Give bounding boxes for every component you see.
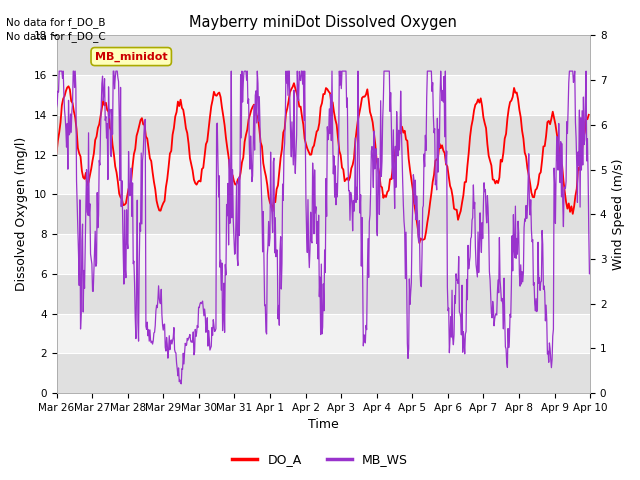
- Y-axis label: Dissolved Oxygen (mg/l): Dissolved Oxygen (mg/l): [15, 137, 28, 291]
- Bar: [56, 36, 590, 75]
- Bar: [56, 313, 590, 353]
- Bar: [56, 194, 590, 234]
- Bar: [56, 155, 590, 194]
- Y-axis label: Wind Speed (m/s): Wind Speed (m/s): [612, 158, 625, 270]
- Text: No data for f_DO_B: No data for f_DO_B: [6, 17, 106, 28]
- Bar: [56, 274, 590, 313]
- Legend: DO_A, MB_WS: DO_A, MB_WS: [227, 448, 413, 471]
- X-axis label: Time: Time: [308, 419, 339, 432]
- Title: Mayberry miniDot Dissolved Oxygen: Mayberry miniDot Dissolved Oxygen: [189, 15, 457, 30]
- Text: No data for f_DO_C: No data for f_DO_C: [6, 31, 106, 42]
- Bar: [56, 353, 590, 393]
- Bar: [56, 234, 590, 274]
- Text: MB_minidot: MB_minidot: [95, 51, 168, 62]
- Bar: [56, 115, 590, 155]
- Bar: [56, 75, 590, 115]
